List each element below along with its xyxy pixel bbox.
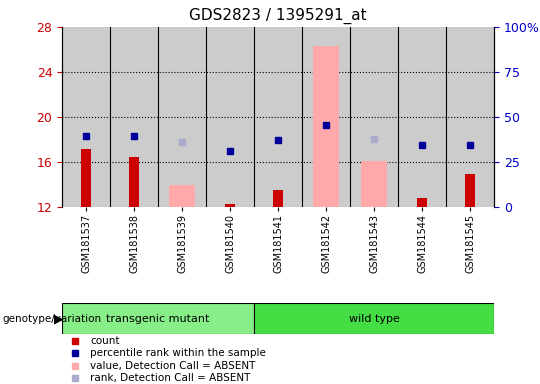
Text: percentile rank within the sample: percentile rank within the sample <box>90 348 266 358</box>
Bar <box>81 149 91 207</box>
Bar <box>313 46 339 207</box>
Text: genotype/variation: genotype/variation <box>3 314 102 324</box>
Text: wild type: wild type <box>349 314 400 324</box>
Text: count: count <box>90 336 120 346</box>
Text: value, Detection Call = ABSENT: value, Detection Call = ABSENT <box>90 361 255 371</box>
Bar <box>254 303 494 334</box>
Text: ▶: ▶ <box>53 312 63 325</box>
Bar <box>417 198 427 207</box>
Bar <box>169 185 195 207</box>
Bar <box>361 161 387 207</box>
Text: transgenic mutant: transgenic mutant <box>106 314 210 324</box>
Bar <box>62 303 254 334</box>
Bar <box>273 190 284 207</box>
Title: GDS2823 / 1395291_at: GDS2823 / 1395291_at <box>190 8 367 24</box>
Bar <box>225 204 235 207</box>
Bar <box>465 174 475 207</box>
Bar <box>129 157 139 207</box>
Text: rank, Detection Call = ABSENT: rank, Detection Call = ABSENT <box>90 373 251 383</box>
